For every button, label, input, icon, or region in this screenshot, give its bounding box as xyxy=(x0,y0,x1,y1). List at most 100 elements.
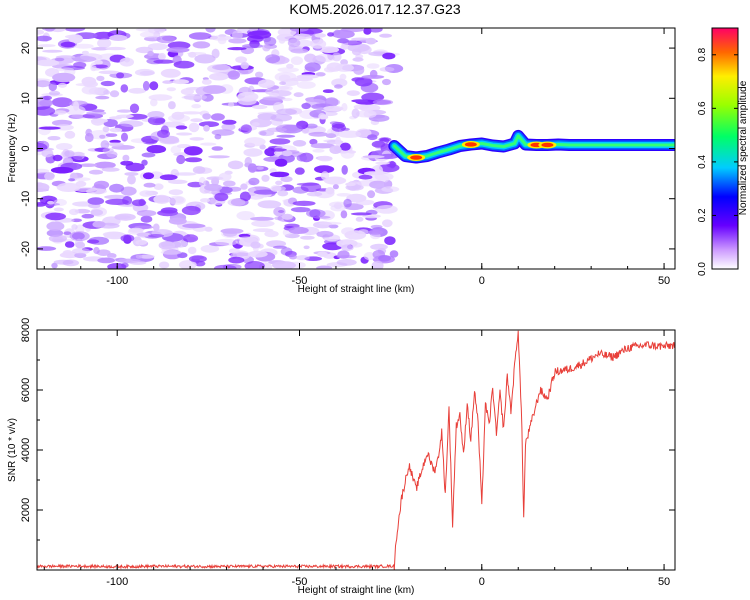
noise-blob xyxy=(371,140,386,148)
noise-blob xyxy=(120,234,135,243)
noise-blob xyxy=(244,137,266,147)
noise-blob xyxy=(288,254,298,260)
noise-blob xyxy=(322,89,334,93)
noise-blob xyxy=(160,250,182,255)
noise-blob xyxy=(127,174,136,185)
noise-blob xyxy=(96,249,111,256)
noise-blob xyxy=(351,37,370,41)
noise-blob xyxy=(47,200,55,205)
noise-blob xyxy=(181,205,201,216)
noise-blob xyxy=(341,165,348,175)
noise-blob xyxy=(168,195,186,205)
noise-blob xyxy=(168,101,176,110)
noise-blob xyxy=(350,212,372,216)
noise-blob xyxy=(282,97,293,102)
noise-blob xyxy=(166,87,176,92)
noise-blob xyxy=(128,87,147,94)
noise-blob xyxy=(97,257,116,264)
noise-blob xyxy=(262,96,286,101)
noise-blob xyxy=(368,230,384,235)
noise-blob xyxy=(265,54,280,64)
noise-blob xyxy=(351,48,362,56)
noise-blob xyxy=(184,157,203,163)
noise-blob xyxy=(296,182,320,186)
noise-blob xyxy=(168,114,190,123)
noise-blob xyxy=(37,59,60,67)
noise-blob xyxy=(340,44,349,50)
noise-blob xyxy=(125,162,145,172)
noise-blob xyxy=(136,232,152,237)
noise-blob xyxy=(220,228,244,234)
noise-blob xyxy=(247,250,268,258)
noise-blob xyxy=(278,74,291,82)
noise-blob xyxy=(168,217,187,225)
noise-blob xyxy=(363,110,377,118)
noise-blob xyxy=(200,142,217,146)
y-tick-label: 8000 xyxy=(20,318,32,342)
noise-blob xyxy=(382,52,396,60)
noise-blob xyxy=(223,180,236,187)
noise-blob xyxy=(331,78,348,87)
noise-blob xyxy=(92,221,106,228)
noise-blob xyxy=(335,63,354,72)
noise-blob xyxy=(102,147,114,154)
noise-blob xyxy=(239,191,251,202)
noise-blob xyxy=(340,244,354,251)
noise-blob xyxy=(266,240,287,248)
noise-blob xyxy=(159,174,178,181)
noise-blob xyxy=(375,161,390,165)
noise-blob xyxy=(101,167,120,172)
y-tick-label: 10 xyxy=(20,92,32,104)
noise-blob xyxy=(269,92,280,97)
noise-blob xyxy=(51,97,73,108)
noise-blob xyxy=(141,152,156,158)
noise-blob xyxy=(309,138,318,145)
noise-blob xyxy=(275,124,298,134)
noise-blob xyxy=(331,29,355,39)
noise-blob xyxy=(45,212,66,221)
noise-blob xyxy=(204,183,223,192)
noise-blob xyxy=(308,131,329,137)
noise-blob xyxy=(315,72,326,77)
noise-blob xyxy=(166,47,190,53)
noise-blob xyxy=(191,104,202,109)
noise-blob xyxy=(325,133,337,139)
noise-blob xyxy=(188,255,207,263)
noise-blob xyxy=(324,97,339,107)
noise-blob xyxy=(147,50,154,57)
noise-blob xyxy=(142,172,155,180)
noise-blob xyxy=(281,213,293,220)
noise-blob xyxy=(280,176,293,183)
x-tick-label: 50 xyxy=(658,576,670,588)
hotspot-core xyxy=(410,155,423,160)
noise-blob xyxy=(175,125,188,130)
noise-blob xyxy=(227,47,247,51)
noise-blob xyxy=(139,190,153,197)
noise-blob xyxy=(158,241,175,250)
noise-blob xyxy=(221,119,237,125)
noise-blob xyxy=(73,56,97,63)
noise-blob xyxy=(95,95,110,100)
noise-blob xyxy=(306,209,326,218)
noise-blob xyxy=(352,57,364,62)
noise-blob xyxy=(310,143,335,149)
noise-blob xyxy=(140,215,153,223)
noise-blob xyxy=(105,133,118,138)
noise-blob xyxy=(316,230,334,238)
noise-blob xyxy=(173,60,195,69)
hotspot-core xyxy=(541,142,554,148)
noise-blob xyxy=(340,210,348,219)
noise-blob xyxy=(37,246,57,251)
noise-blob xyxy=(199,198,211,203)
noise-blob xyxy=(301,102,311,110)
noise-blob xyxy=(64,28,86,32)
noise-blob xyxy=(247,163,257,173)
noise-blob xyxy=(318,46,340,53)
noise-blob xyxy=(317,251,328,257)
noise-blob xyxy=(316,265,333,269)
noise-blob xyxy=(290,48,309,54)
noise-blob xyxy=(157,129,170,138)
noise-blob xyxy=(369,180,387,189)
noise-blob xyxy=(109,127,123,133)
noise-blob xyxy=(189,137,205,141)
